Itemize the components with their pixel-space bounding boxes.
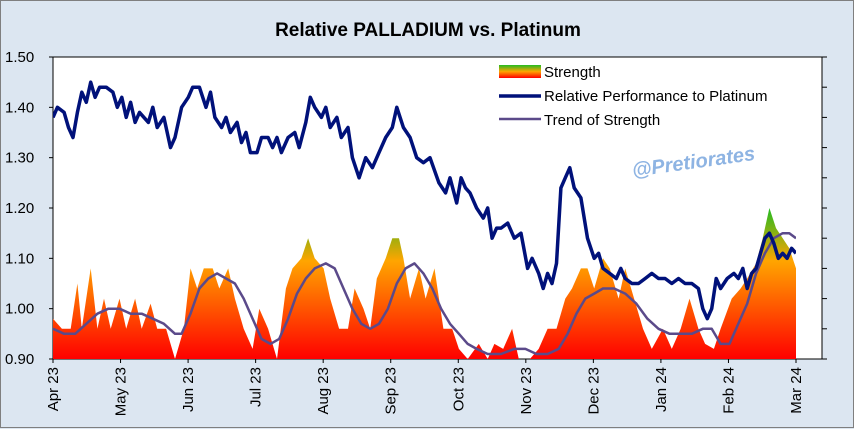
x-tick-label: Aug 23	[315, 367, 332, 415]
legend-swatch-strength	[499, 65, 541, 78]
x-axis: Apr 23 May 23 Jun 23 Jul 23 Aug 23 Sep 23 Oct …	[45, 359, 805, 416]
trend-of-strength-line	[53, 231, 796, 356]
legend: Strength Relative Performance to Platinu…	[499, 64, 767, 129]
x-tick-label: Jul 23	[248, 367, 265, 407]
x-tick-label: Jan 24	[653, 367, 670, 412]
y-tick-label: 0.90	[5, 351, 34, 368]
y-tick-label: 1.10	[5, 250, 34, 267]
chart-title: Relative PALLADIUM vs. Platinum	[275, 20, 581, 41]
legend-label-trend: Trend of Strength	[544, 112, 660, 129]
strength-area	[53, 208, 796, 359]
x-tick-label: Jun 23	[180, 367, 197, 412]
y-tick-label: 1.00	[5, 301, 34, 318]
y-axis: 0.90 1.00 1.10 1.20 1.30 1.40 1.50	[5, 49, 53, 368]
x-tick-label: Dec 23	[585, 367, 602, 415]
right-axis-ticks	[822, 56, 827, 360]
y-tick-label: 1.50	[5, 49, 34, 66]
x-tick-label: Feb 24	[720, 367, 737, 414]
relative-performance-line	[53, 80, 796, 321]
y-tick-label: 1.30	[5, 150, 34, 167]
x-tick-label: Sep 23	[383, 367, 400, 415]
x-tick-label: Mar 24	[788, 367, 805, 414]
x-tick-label: Oct 23	[450, 367, 467, 411]
y-tick-label: 1.20	[5, 200, 34, 217]
x-tick-label: May 23	[113, 367, 130, 416]
legend-label-performance: Relative Performance to Platinum	[544, 88, 767, 105]
x-tick-label: Nov 23	[518, 367, 535, 415]
x-tick-label: Apr 23	[45, 367, 62, 411]
legend-label-strength: Strength	[544, 64, 601, 81]
y-tick-label: 1.40	[5, 99, 34, 116]
